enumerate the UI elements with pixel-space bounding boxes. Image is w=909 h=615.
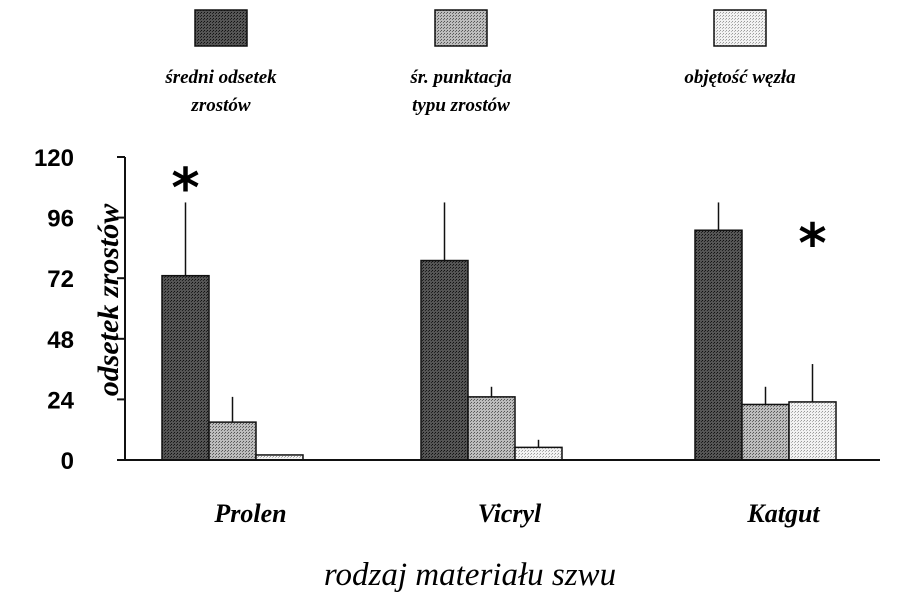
bar: [208, 421, 257, 461]
y-tick-label: 0: [61, 448, 74, 475]
y-tick-label: 48: [47, 327, 74, 354]
x-tick-label: Katgut: [746, 499, 820, 528]
legend-swatch: [194, 9, 248, 47]
y-tick-label: 72: [47, 266, 74, 293]
bars: [161, 202, 837, 461]
legend-entry-label: objętość węzła: [684, 67, 796, 88]
significance-star: *: [798, 212, 826, 275]
bar: [788, 401, 837, 461]
bar: [741, 403, 790, 461]
legend-entry-label: typu zrostów: [412, 95, 510, 116]
significance-star: *: [171, 157, 199, 220]
bar: [420, 259, 469, 461]
y-tick-label: 24: [47, 387, 74, 414]
y-axis-label: odsetek zrostów: [92, 203, 125, 397]
y-tick-label: 120: [34, 145, 74, 172]
x-tick-label: Vicryl: [478, 499, 542, 528]
annotations: **: [171, 157, 826, 276]
y-axis: 0 24 48 72 96 120: [34, 145, 126, 475]
legend-swatch: [713, 9, 767, 47]
bar: [161, 274, 210, 461]
legend-entry-label: zrostów: [190, 95, 250, 116]
legend: średni odsetek zrostów śr. punktacja typu z…: [164, 9, 796, 116]
bar: [694, 229, 743, 461]
x-axis: Prolen Vicryl Katgut: [125, 459, 880, 528]
legend-entry-label: średni odsetek: [164, 67, 277, 88]
legend-entry-label: śr. punktacja: [409, 67, 512, 88]
bar: [467, 396, 516, 461]
legend-swatch: [434, 9, 488, 47]
y-tick-label: 96: [47, 206, 74, 233]
x-tick-label: Prolen: [213, 499, 286, 528]
bar: [514, 446, 563, 461]
x-axis-label: rodzaj materiału szwu: [324, 557, 616, 593]
